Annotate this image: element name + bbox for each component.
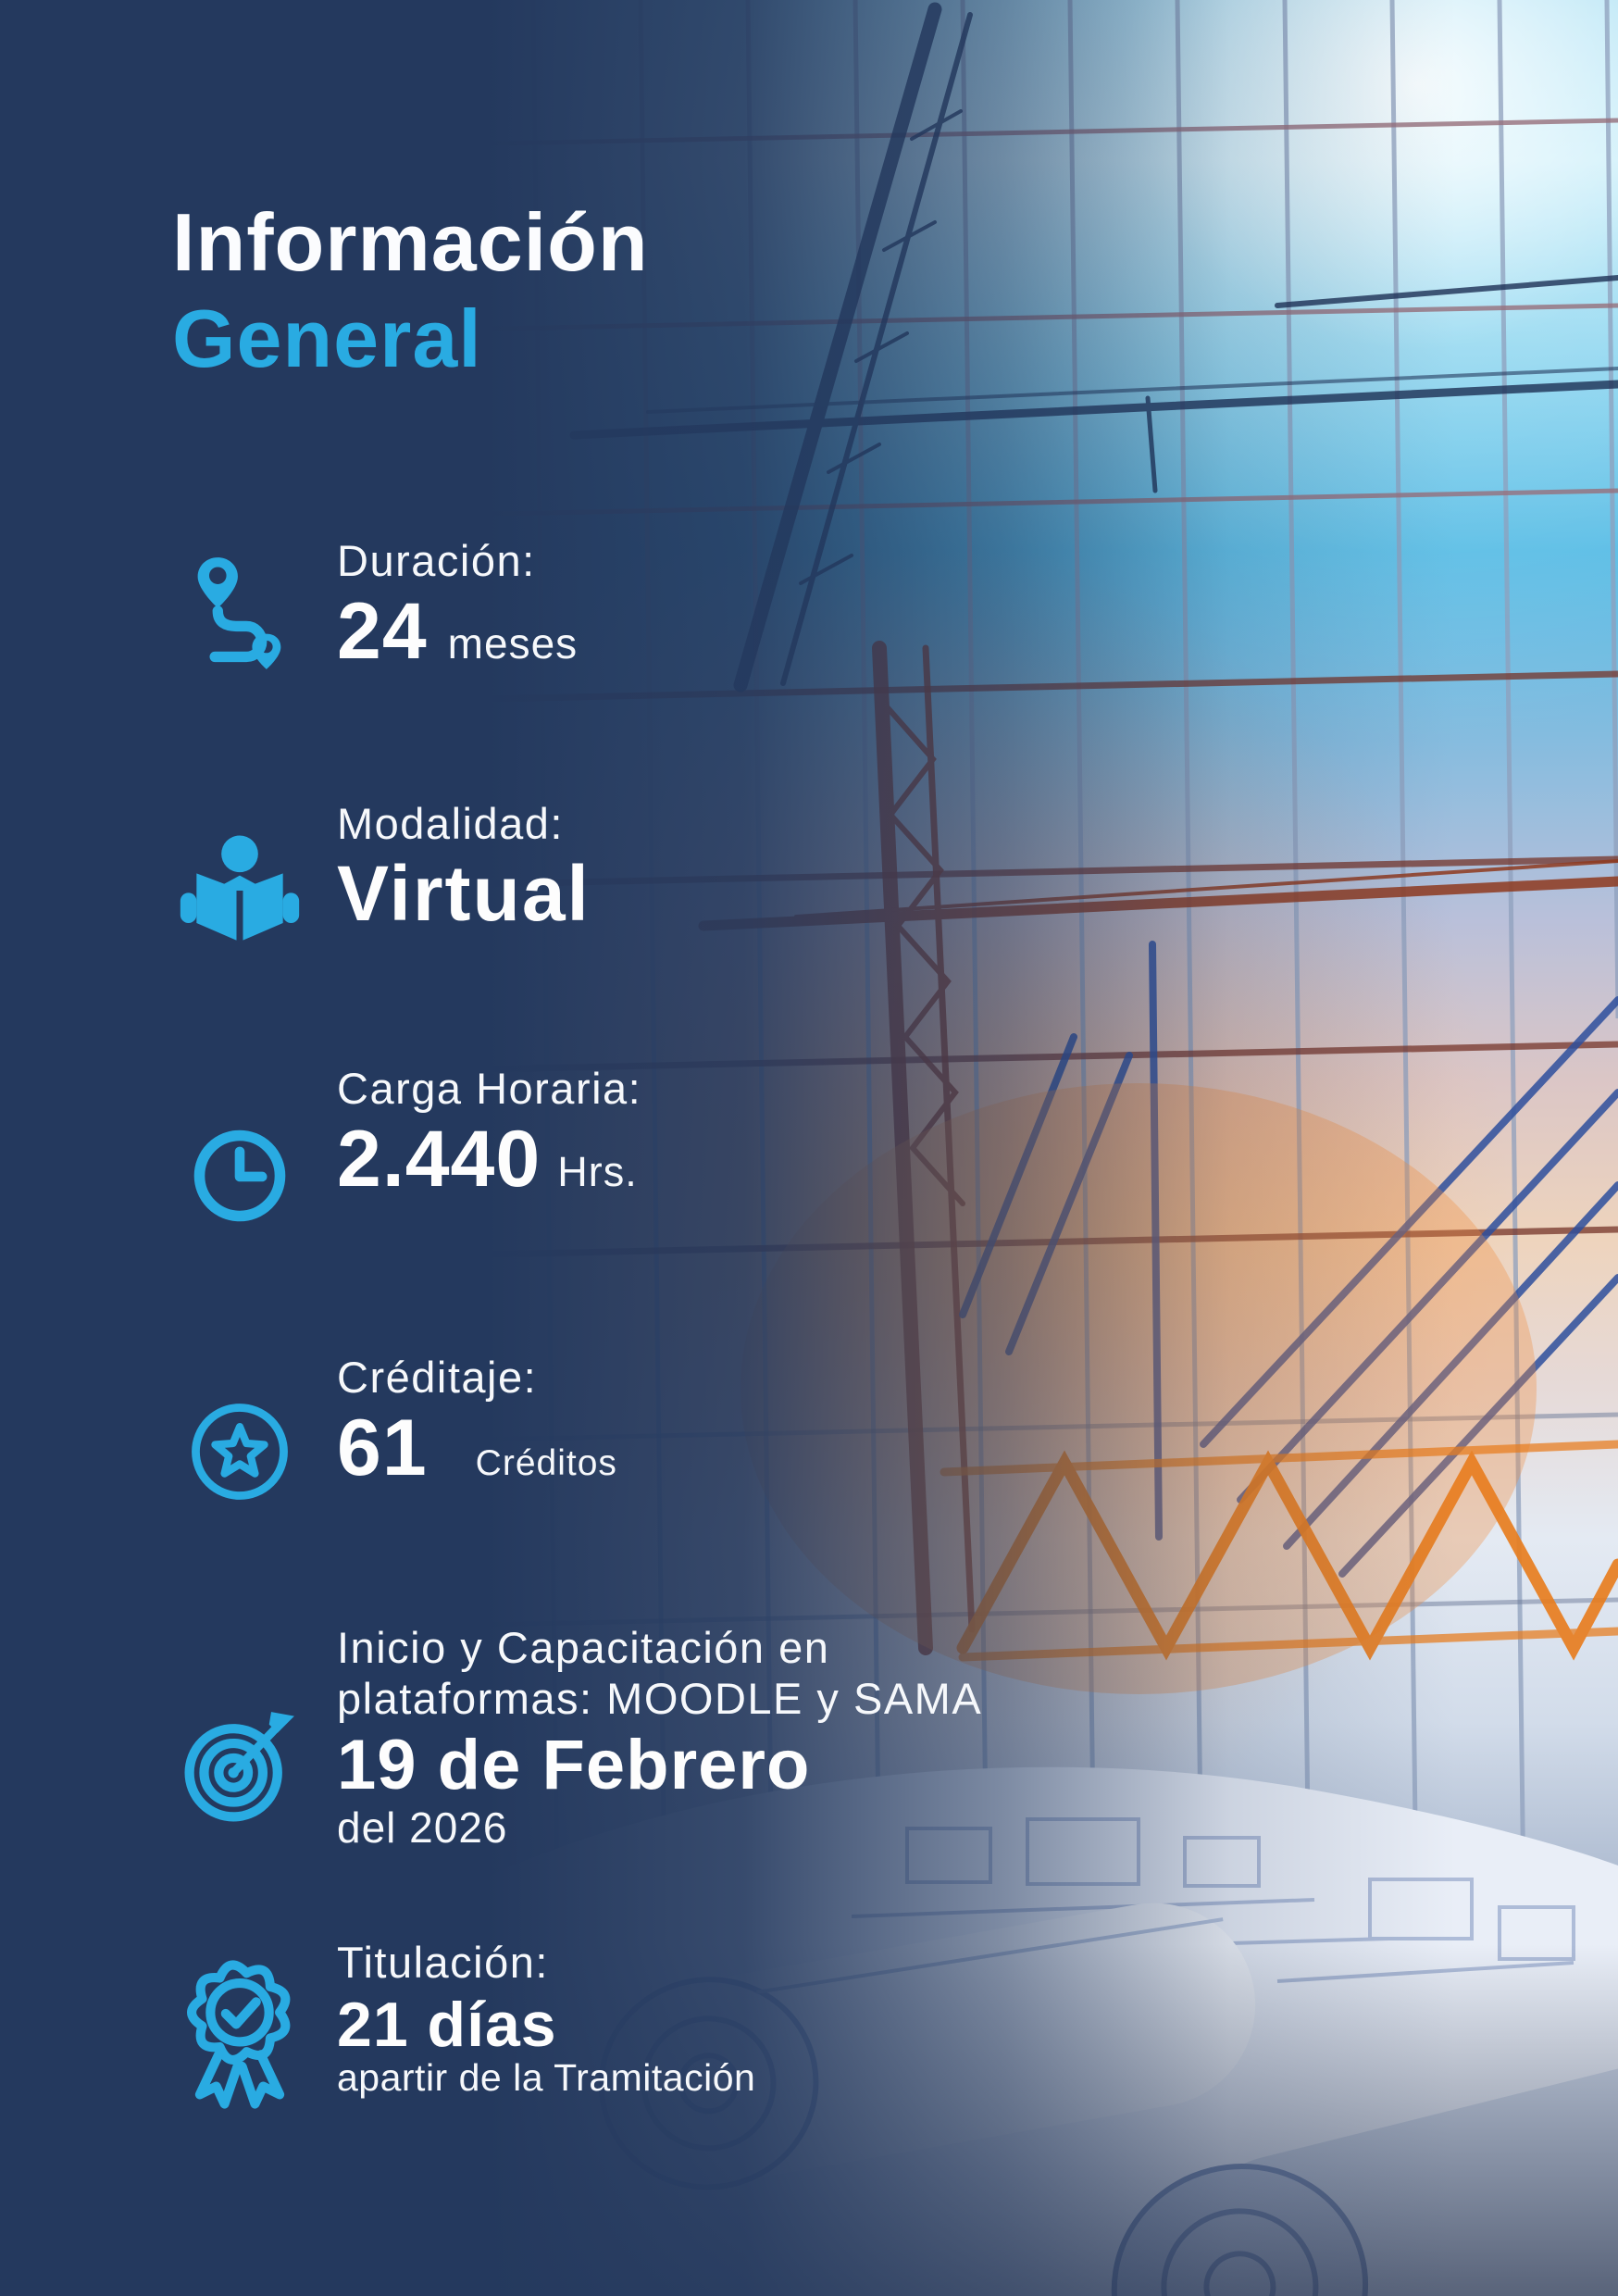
info-item-duracion: Duración: 24 meses — [156, 535, 578, 674]
inicio-sub: del 2026 — [337, 1803, 508, 1852]
duracion-label: Duración: — [337, 536, 536, 585]
medal-icon — [156, 1953, 324, 2109]
info-item-modalidad: Modalidad: Virtual — [156, 798, 591, 955]
titulacion-sub: apartir de la Tramitación — [337, 2056, 756, 2100]
titulacion-label: Titulación: — [337, 1938, 549, 1987]
creditaje-unit: Créditos — [475, 1443, 617, 1484]
modalidad-value: Virtual — [337, 850, 591, 938]
modalidad-label: Modalidad: — [337, 799, 564, 848]
reading-person-icon — [156, 826, 324, 955]
clock-icon — [156, 1122, 324, 1229]
inicio-label-line1: Inicio y Capacitación en — [337, 1623, 830, 1672]
page-title-line1: Información — [172, 196, 649, 288]
titulacion-value: 21 días — [337, 1990, 557, 2061]
info-item-inicio: Inicio y Capacitación en plataformas: MO… — [156, 1622, 982, 1853]
page-title-line2: General — [172, 292, 482, 384]
target-icon — [156, 1703, 324, 1829]
carga-horaria-label: Carga Horaria: — [337, 1064, 642, 1113]
duracion-unit: meses — [447, 619, 579, 668]
info-item-titulacion: Titulación: 21 días apartir de la Tramit… — [156, 1937, 755, 2109]
inicio-value: 19 de Febrero — [337, 1725, 811, 1804]
inicio-label-line2: plataformas: MOODLE y SAMA — [337, 1674, 983, 1724]
creditaje-value: 61 — [337, 1404, 428, 1493]
carga-horaria-unit: Hrs. — [557, 1148, 638, 1196]
route-icon — [156, 554, 324, 674]
creditaje-label: Créditaje: — [337, 1353, 538, 1402]
info-item-carga-horaria: Carga Horaria: 2.440 Hrs. — [156, 1063, 641, 1229]
star-badge-icon — [156, 1394, 324, 1509]
info-item-creditaje: Créditaje: 61 Créditos — [156, 1352, 617, 1509]
duracion-value: 24 — [337, 587, 428, 677]
carga-horaria-value: 2.440 — [337, 1115, 541, 1204]
page-title: Información General — [172, 194, 649, 387]
